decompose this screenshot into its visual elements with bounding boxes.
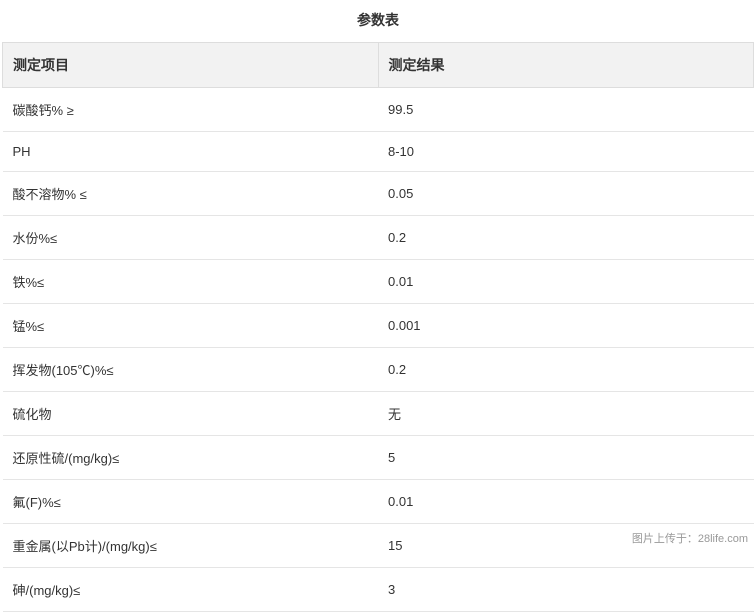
cell-result: 0.05 [378, 172, 754, 216]
cell-result: 0.2 [378, 348, 754, 392]
cell-item: 砷/(mg/kg)≤ [3, 568, 379, 612]
cell-item: 锰%≤ [3, 304, 379, 348]
cell-result: 5 [378, 436, 754, 480]
cell-item: 水份%≤ [3, 216, 379, 260]
page-title: 参数表 [0, 0, 756, 42]
cell-result: 0.2 [378, 216, 754, 260]
cell-item: 酸不溶物% ≤ [3, 172, 379, 216]
cell-result: 无 [378, 392, 754, 436]
column-header-item: 测定项目 [3, 43, 379, 88]
cell-item: 铁%≤ [3, 260, 379, 304]
table-header-row: 测定项目 测定结果 [3, 43, 754, 88]
cell-item: PH [3, 132, 379, 172]
cell-item: 挥发物(105℃)%≤ [3, 348, 379, 392]
table-row: 挥发物(105℃)%≤ 0.2 [3, 348, 754, 392]
cell-result: 0.01 [378, 260, 754, 304]
column-header-result: 测定结果 [378, 43, 754, 88]
parameter-table: 测定项目 测定结果 碳酸钙% ≥ 99.5 PH 8-10 酸不溶物% ≤ 0.… [2, 42, 754, 612]
table-row: PH 8-10 [3, 132, 754, 172]
table-row: 砷/(mg/kg)≤ 3 [3, 568, 754, 612]
cell-item: 重金属(以Pb计)/(mg/kg)≤ [3, 524, 379, 568]
table-row: 碳酸钙% ≥ 99.5 [3, 88, 754, 132]
cell-result: 0.01 [378, 480, 754, 524]
watermark-text: 图片上传于：28life.com [632, 530, 748, 546]
cell-result: 0.001 [378, 304, 754, 348]
table-row: 硫化物 无 [3, 392, 754, 436]
table-row: 铁%≤ 0.01 [3, 260, 754, 304]
cell-item: 还原性硫/(mg/kg)≤ [3, 436, 379, 480]
table-row: 还原性硫/(mg/kg)≤ 5 [3, 436, 754, 480]
cell-item: 氟(F)%≤ [3, 480, 379, 524]
cell-result: 8-10 [378, 132, 754, 172]
cell-result: 99.5 [378, 88, 754, 132]
table-row: 氟(F)%≤ 0.01 [3, 480, 754, 524]
table-row: 酸不溶物% ≤ 0.05 [3, 172, 754, 216]
cell-item: 硫化物 [3, 392, 379, 436]
cell-item: 碳酸钙% ≥ [3, 88, 379, 132]
table-row: 水份%≤ 0.2 [3, 216, 754, 260]
table-row: 锰%≤ 0.001 [3, 304, 754, 348]
cell-result: 3 [378, 568, 754, 612]
